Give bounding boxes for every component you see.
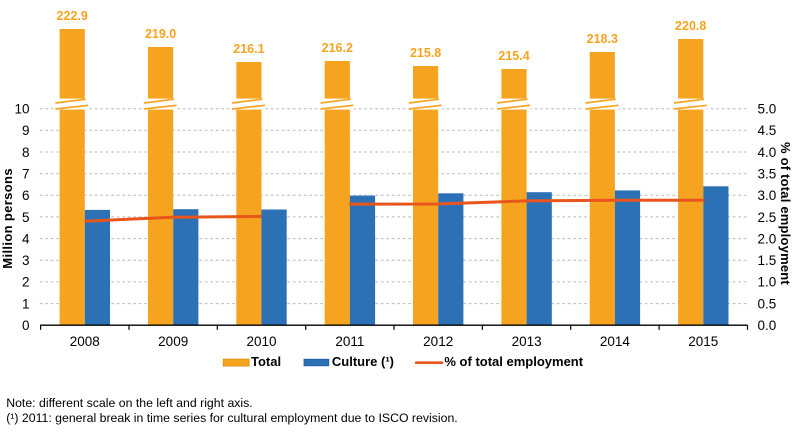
- svg-text:219.0: 219.0: [145, 27, 176, 41]
- svg-text:1.0: 1.0: [758, 275, 777, 290]
- svg-text:216.2: 216.2: [322, 41, 353, 55]
- svg-text:222.9: 222.9: [57, 9, 88, 23]
- svg-text:% of total employment: % of total employment: [778, 142, 793, 285]
- svg-text:215.4: 215.4: [498, 49, 529, 63]
- svg-text:8: 8: [22, 145, 30, 160]
- svg-text:220.8: 220.8: [675, 19, 706, 33]
- svg-text:2.0: 2.0: [758, 231, 777, 246]
- svg-text:2013: 2013: [512, 334, 542, 349]
- svg-text:0.5: 0.5: [758, 296, 777, 311]
- svg-text:2: 2: [22, 275, 30, 290]
- svg-text:216.1: 216.1: [233, 42, 264, 56]
- svg-text:% of total employment: % of total employment: [444, 354, 583, 369]
- svg-text:5: 5: [22, 210, 30, 225]
- svg-text:4: 4: [22, 231, 30, 246]
- svg-text:4.0: 4.0: [758, 145, 777, 160]
- svg-text:2011: 2011: [335, 334, 364, 349]
- svg-text:2008: 2008: [70, 334, 100, 349]
- svg-text:7: 7: [22, 167, 30, 182]
- svg-text:Note: different scale on the l: Note: different scale on the left and ri…: [6, 396, 253, 410]
- svg-text:2.5: 2.5: [758, 210, 777, 225]
- svg-text:215.8: 215.8: [410, 46, 441, 60]
- svg-text:2010: 2010: [246, 334, 276, 349]
- svg-text:1: 1: [22, 296, 30, 311]
- svg-text:2009: 2009: [158, 334, 188, 349]
- svg-text:(¹) 2011: general break in tim: (¹) 2011: general break in time series f…: [6, 411, 458, 425]
- svg-text:0: 0: [22, 318, 30, 333]
- svg-text:Million persons: Million persons: [0, 168, 15, 269]
- svg-text:6: 6: [22, 188, 30, 203]
- svg-text:3.5: 3.5: [758, 167, 777, 182]
- svg-text:3: 3: [22, 253, 30, 268]
- svg-text:2012: 2012: [423, 334, 453, 349]
- svg-text:10: 10: [14, 102, 29, 117]
- svg-text:2015: 2015: [688, 334, 718, 349]
- svg-text:5.0: 5.0: [758, 102, 777, 117]
- svg-text:1.5: 1.5: [758, 253, 777, 268]
- svg-text:2014: 2014: [600, 334, 631, 349]
- svg-text:Culture (¹): Culture (¹): [332, 354, 394, 369]
- svg-text:4.5: 4.5: [758, 123, 777, 138]
- svg-text:3.0: 3.0: [758, 188, 777, 203]
- svg-text:9: 9: [22, 123, 30, 138]
- svg-text:0.0: 0.0: [758, 318, 777, 333]
- svg-text:Total: Total: [251, 354, 281, 369]
- svg-text:218.3: 218.3: [587, 32, 618, 46]
